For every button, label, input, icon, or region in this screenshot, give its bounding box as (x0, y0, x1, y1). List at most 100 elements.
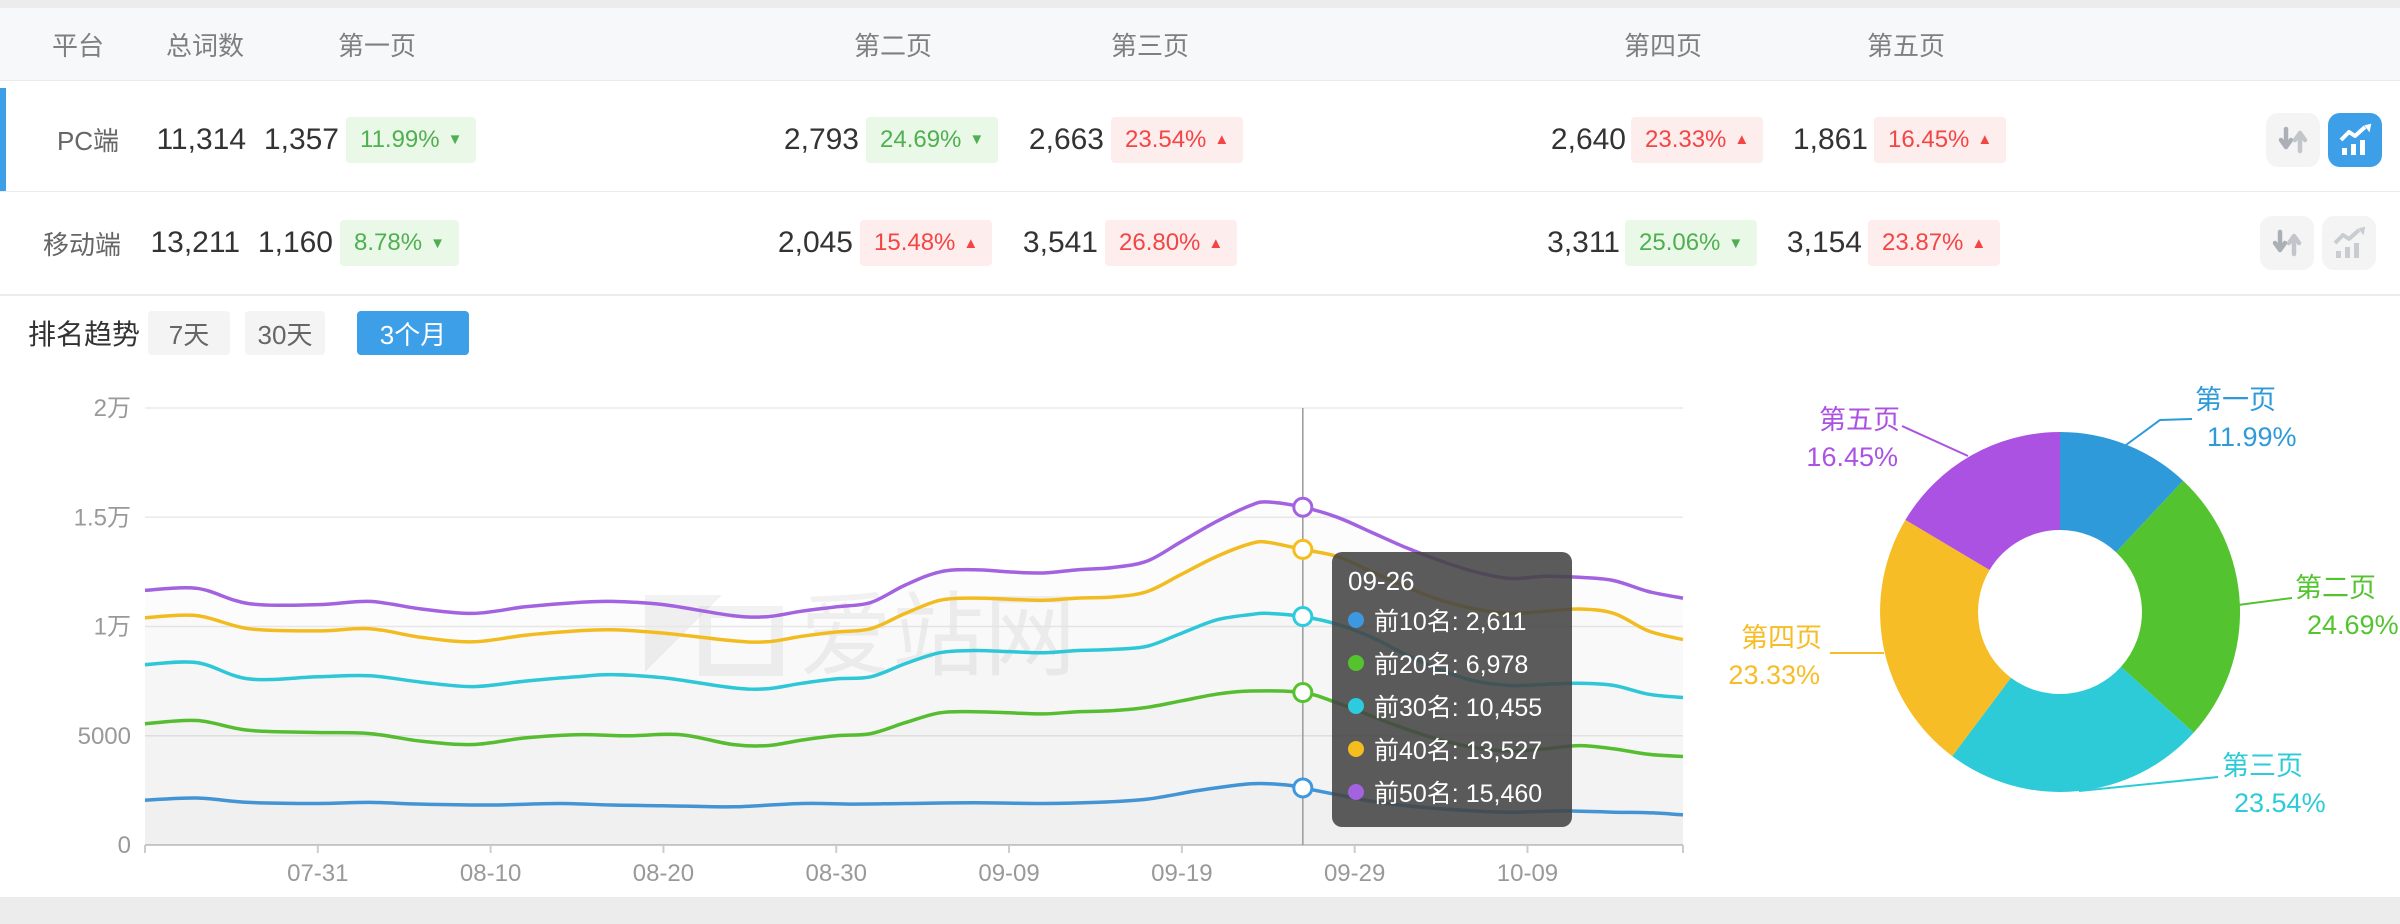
tooltip-item: 前40名: 13,527 (1348, 727, 1556, 770)
hover-point-前30名 (1292, 606, 1314, 628)
page-count: 1,861 (1792, 122, 1868, 156)
sort-button[interactable] (2266, 112, 2320, 167)
watermark: 爱站网 (645, 586, 1076, 688)
page-change-badge: 23.54% ▲ (1111, 116, 1244, 163)
donut-slice-第一页[interactable] (2060, 432, 2184, 553)
tab-range-7天[interactable]: 7天 (148, 311, 230, 355)
tooltip-item: 前30名: 10,455 (1348, 684, 1556, 727)
donut-label-name: 第二页 (2295, 573, 2376, 603)
page-count: 2,640 (1550, 122, 1626, 156)
change-percent: 25.06% (1639, 229, 1721, 256)
change-percent: 26.80% (1119, 229, 1201, 256)
platform-name: 移动端 (42, 229, 122, 260)
donut-label-name: 第四页 (1741, 623, 1822, 653)
page-change-badge: 16.45% ▲ (1874, 116, 2007, 163)
page-change-badge: 26.80% ▲ (1105, 220, 1238, 266)
x-axis-label: 08-30 (806, 860, 867, 887)
tab-range-30天[interactable]: 30天 (245, 311, 325, 355)
page-distribution-donut-chart (1830, 418, 2293, 793)
tooltip-item-text: 前40名: 13,527 (1374, 736, 1543, 765)
trend-up-icon: ▲ (1734, 131, 1750, 148)
y-axis-label: 1万 (94, 614, 131, 641)
trend-chart-icon (2339, 123, 2372, 155)
page-change-badge: 23.87% ▲ (1868, 220, 2001, 266)
total-words: 13,211 (150, 226, 240, 259)
donut-label-percent: 23.54% (2234, 788, 2326, 818)
x-axis-label: 08-20 (633, 860, 694, 887)
trend-up-icon: ▲ (1214, 131, 1230, 148)
tab-range-3个月[interactable]: 3个月 (357, 311, 469, 355)
table-header-row: 平台 总词数 第一页 第二页 第三页 第四页 第五页 (0, 8, 2400, 81)
page-count: 3,311 (1547, 226, 1620, 259)
column-header: 第五页 (1866, 30, 1946, 61)
trend-up-icon: ▲ (1208, 234, 1224, 252)
trend-down-icon: ▼ (1728, 234, 1744, 252)
page-change-badge: 8.78% ▼ (340, 220, 459, 266)
tooltip-item-text: 前50名: 15,460 (1374, 779, 1543, 808)
trend-section: 排名趋势 7天 30天 3个月 爱站网 0 5000 1万 1.5万 2万 07-31 08-10… (0, 296, 2400, 897)
page-change-badge-wrap: 16.45% ▲ (1874, 88, 2007, 191)
tooltip-item: 前10名: 2,611 (1348, 598, 1556, 641)
series-color-dot (1348, 654, 1364, 671)
column-header: 第四页 (1623, 30, 1703, 61)
donut-label-第五页: 第五页 16.45% (1806, 402, 1900, 476)
donut-label-percent: 23.33% (1728, 660, 1820, 690)
trend-chart-button[interactable] (2328, 112, 2382, 167)
page-change-badge-wrap: 24.69% ▼ (866, 88, 999, 191)
series-color-dot (1348, 740, 1364, 757)
trend-chart-button[interactable] (2322, 216, 2376, 270)
trend-down-icon: ▼ (430, 234, 445, 252)
sort-button[interactable] (2260, 216, 2314, 270)
trend-section-title: 排名趋势 (28, 319, 141, 350)
trend-down-icon: ▼ (969, 131, 985, 148)
change-percent: 23.33% (1645, 125, 1727, 153)
table-row-mobile[interactable]: 移动端 13,211 1,160 8.78% ▼ 2,045 15.48% ▲ 3,541 26.… (0, 191, 2400, 294)
y-axis-label: 1.5万 (74, 504, 131, 531)
donut-slice-第五页[interactable] (1905, 432, 2060, 570)
change-percent: 23.87% (1882, 229, 1964, 256)
trend-up-icon: ▲ (1977, 131, 1993, 148)
trend-down-icon: ▼ (447, 131, 463, 148)
tooltip-item: 前50名: 15,460 (1348, 770, 1556, 813)
change-percent: 24.69% (880, 125, 962, 153)
donut-leader-line (2237, 597, 2293, 606)
y-axis-label: 0 (118, 832, 131, 859)
page-change-badge: 23.33% ▲ (1631, 116, 1764, 163)
y-axis-label: 5000 (78, 723, 131, 750)
donut-slice-第二页[interactable] (2116, 480, 2241, 733)
page-count: 3,541 (1022, 226, 1098, 259)
change-percent: 23.54% (1125, 125, 1207, 153)
column-header: 第一页 (337, 30, 417, 61)
page-change-badge-wrap: 23.87% ▲ (1868, 192, 2001, 294)
series-color-dot (1348, 783, 1364, 800)
trend-up-icon: ▲ (1971, 234, 1987, 252)
column-header: 第二页 (853, 30, 933, 61)
page-change-badge-wrap: 15.48% ▲ (860, 192, 993, 294)
trend-up-icon: ▲ (963, 234, 979, 252)
donut-label-name: 第五页 (1819, 405, 1900, 435)
donut-leader-line (2078, 776, 2219, 792)
change-percent: 15.48% (874, 229, 956, 256)
donut-label-第三页: 第三页 23.54% (2222, 748, 2326, 822)
page-change-badge: 25.06% ▼ (1625, 220, 1758, 266)
sort-arrows-icon (2272, 229, 2302, 257)
tooltip-date: 09-26 (1348, 566, 1415, 596)
column-header: 第三页 (1110, 30, 1190, 61)
donut-slice-第三页[interactable] (1952, 666, 2194, 793)
column-header: 平台 (51, 30, 105, 61)
x-axis-label: 09-09 (978, 860, 1039, 887)
hover-point-前10名 (1292, 777, 1314, 799)
donut-slice-第四页[interactable] (1880, 519, 2011, 757)
donut-label-第一页: 第一页 11.99% (2195, 382, 2297, 456)
donut-leader-line (1901, 425, 1969, 457)
x-axis-label: 10-09 (1497, 860, 1558, 887)
donut-label-percent: 11.99% (2207, 422, 2297, 452)
page-change-badge-wrap: 23.33% ▲ (1631, 88, 1764, 191)
tooltip-item-text: 前30名: 10,455 (1374, 693, 1543, 722)
change-percent: 16.45% (1888, 125, 1970, 153)
tooltip-rows: 前10名: 2,611 前20名: 6,978 前30名: 10,455 前40名: … (1348, 598, 1556, 813)
chart-tooltip: 09-26 前10名: 2,611 前20名: 6,978 前30名: 10,455… (1332, 552, 1572, 827)
series-color-dot (1348, 611, 1364, 628)
page-count: 2,663 (1028, 122, 1104, 156)
table-row-pc[interactable]: PC端 11,314 1,357 11.99% ▼ 2,793 24.69% ▼ 2,663 23… (0, 88, 2400, 191)
